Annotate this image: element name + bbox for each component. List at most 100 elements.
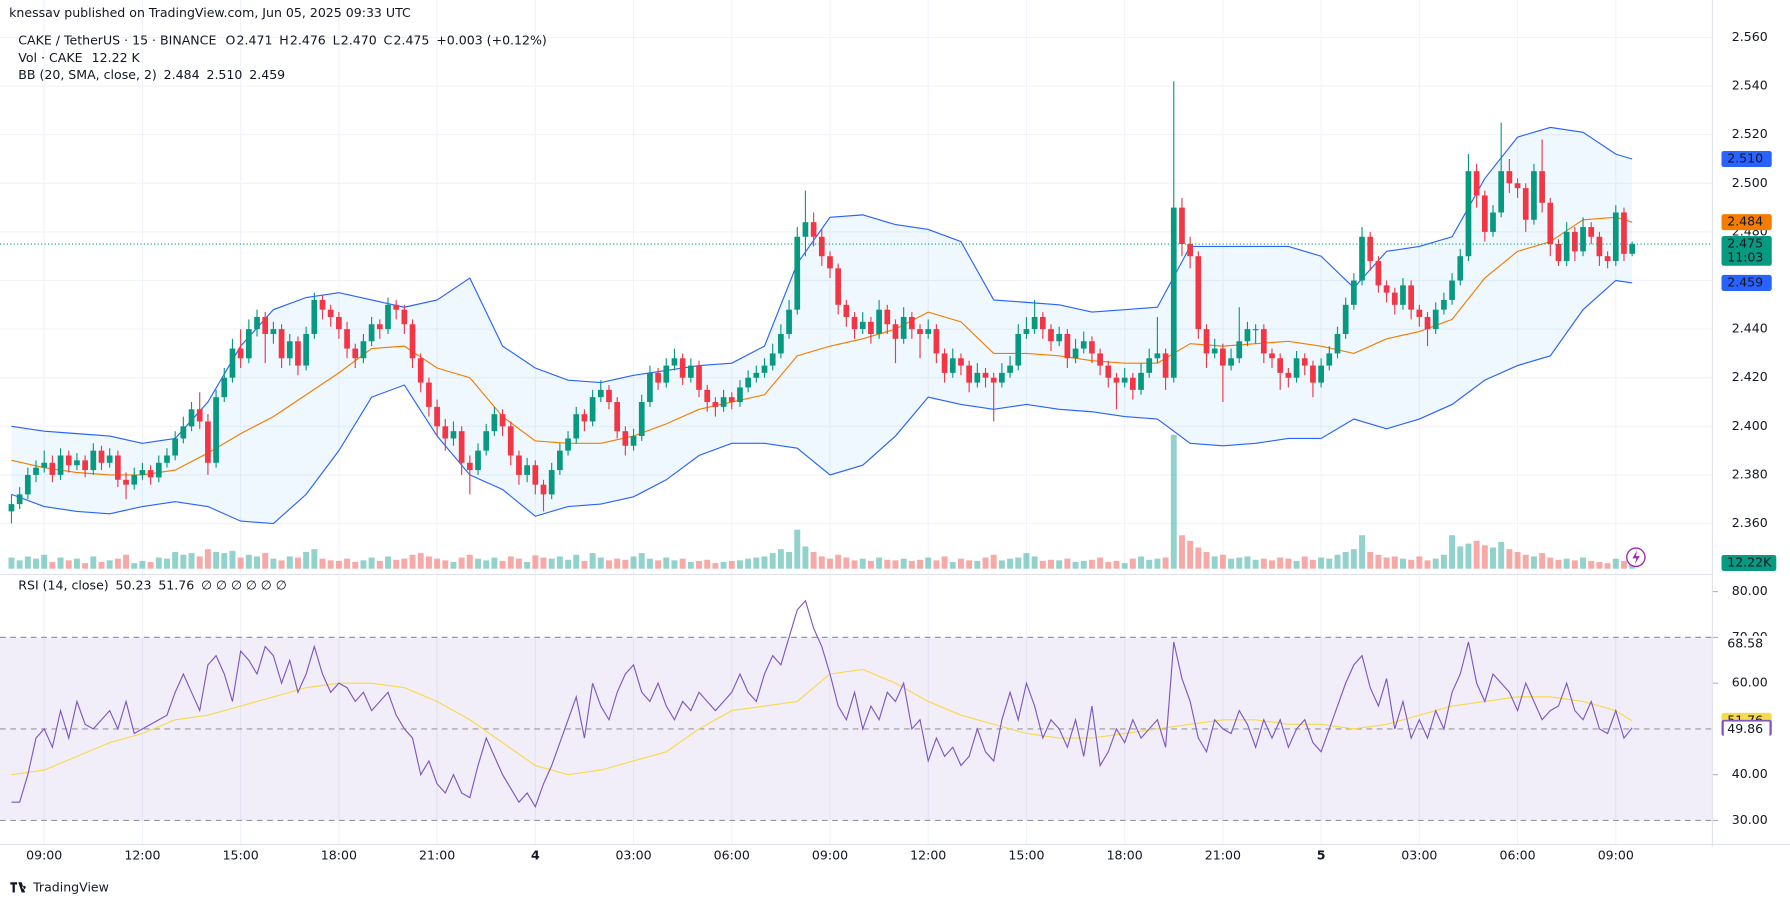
volume-bar	[655, 560, 662, 569]
volume-bar	[1031, 556, 1038, 569]
candle-body	[548, 470, 555, 495]
y-tick-label: 2.520	[1732, 126, 1768, 141]
candle-body	[737, 387, 743, 403]
volume-bar	[1588, 560, 1595, 569]
volume-bar	[1563, 558, 1570, 569]
candle-body	[434, 406, 440, 427]
volume-bar	[720, 562, 727, 569]
volume-bar	[294, 557, 301, 569]
candle-body	[597, 389, 604, 398]
candle-body	[1031, 316, 1038, 330]
rsi-label-bg	[1723, 635, 1770, 652]
volume-bar	[196, 556, 203, 569]
volume-bar	[270, 558, 277, 569]
candle-body	[1334, 333, 1341, 354]
candle-body	[507, 426, 514, 456]
volume-bar	[1039, 560, 1046, 569]
volume-bar	[810, 551, 817, 569]
volume-bar	[434, 558, 441, 569]
ohlc-key: L	[333, 33, 340, 48]
candle-body	[704, 389, 711, 403]
candle-body	[859, 321, 866, 330]
candle-body	[82, 460, 88, 471]
volume-bar	[827, 558, 833, 569]
candle-body	[499, 414, 506, 427]
candle-body	[712, 402, 719, 407]
volume-bar	[1088, 559, 1095, 569]
price-badge	[1721, 214, 1772, 231]
volume-bar	[589, 553, 596, 569]
candle-body	[1113, 377, 1120, 383]
candle-body	[155, 462, 162, 478]
volume-bar	[319, 558, 326, 569]
volume-bar	[548, 558, 555, 569]
candle-body	[164, 455, 170, 463]
candle-body	[990, 377, 997, 383]
volume-bar	[1596, 562, 1603, 569]
volume-bar	[908, 560, 915, 569]
volume-bar	[630, 556, 637, 569]
candle-body	[352, 348, 359, 359]
volume-bar	[835, 554, 842, 569]
volume-bar	[786, 551, 793, 569]
volume-bar	[941, 556, 948, 569]
candle-body	[835, 268, 842, 305]
volume-bar	[57, 557, 64, 569]
ohlc-key: H	[279, 33, 288, 48]
volume-bar	[524, 562, 531, 569]
bb-legend-value: 2.459	[249, 67, 285, 82]
ohlc-value: 2.476	[290, 33, 326, 48]
candle-body	[1375, 261, 1382, 286]
candle-body	[1342, 304, 1349, 334]
candle-body	[1596, 236, 1603, 257]
candle-body	[270, 329, 277, 334]
volume-bar	[1015, 557, 1022, 569]
volume-bar	[859, 558, 866, 569]
volume-bar	[147, 562, 154, 569]
volume-bar	[204, 549, 211, 569]
candle-body	[33, 467, 39, 475]
volume-bar	[1399, 558, 1406, 569]
candle-body	[687, 365, 694, 378]
candle-body	[139, 470, 146, 475]
price-badge-label: 2.510	[1727, 150, 1763, 165]
candle-body	[57, 455, 64, 475]
candle-body	[1269, 353, 1275, 359]
volume-bar	[884, 559, 891, 569]
x-tick-label: 03:00	[615, 847, 651, 862]
volume-bar	[507, 556, 514, 569]
volume-bar	[1146, 559, 1153, 569]
candle-body	[606, 389, 612, 403]
volume-bar	[262, 553, 269, 569]
volume-bar	[155, 557, 162, 569]
volume-bar	[286, 556, 293, 569]
candle-body	[1080, 341, 1087, 349]
x-tick-label: 21:00	[419, 847, 455, 862]
candle-body	[958, 358, 964, 366]
candle-body	[1146, 358, 1153, 373]
y-tick-label: 2.560	[1732, 29, 1768, 44]
candle-body	[188, 409, 195, 427]
candle-body	[417, 358, 424, 383]
volume-bar	[16, 560, 23, 569]
candle-body	[491, 414, 498, 432]
rsi-legend-extra: ∅ ∅ ∅ ∅ ∅ ∅	[201, 577, 287, 592]
candle-body	[614, 402, 621, 432]
candle-body	[892, 324, 899, 339]
candle-body	[1629, 244, 1636, 254]
volume-bar	[802, 546, 809, 569]
volume-bar	[1604, 563, 1611, 569]
volume-bar	[335, 560, 342, 569]
volume-bar	[614, 558, 621, 569]
volume-bar	[597, 557, 604, 569]
volume-bar	[1514, 551, 1521, 569]
volume-bar	[311, 549, 318, 569]
volume-bar	[1121, 563, 1128, 569]
volume-bar	[188, 553, 195, 569]
volume-badge	[1721, 554, 1777, 572]
volume-bar	[1424, 560, 1431, 569]
candle-body	[1318, 365, 1324, 383]
candle-body	[16, 494, 23, 505]
candle-body	[581, 414, 588, 422]
candle-body	[1203, 329, 1210, 354]
